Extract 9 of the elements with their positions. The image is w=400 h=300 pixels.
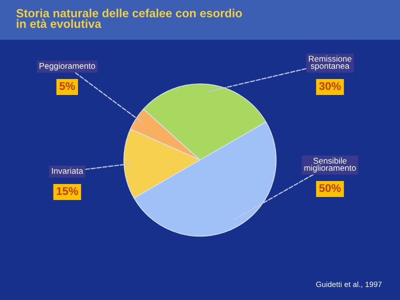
slice-label: Invariata [52, 168, 84, 174]
data-label: 5% [60, 82, 75, 90]
slice-label: Sensibile miglioramento [304, 158, 356, 172]
slice-label: Peggioramento [40, 62, 96, 70]
data-label: 15% [56, 187, 78, 195]
chart-title: Storia naturale delle cefalee con esordio in età evolutiva [16, 8, 242, 28]
data-label: 50% [319, 184, 341, 192]
data-label: 30% [319, 82, 341, 90]
slice-label: Remissione spontanea [308, 56, 352, 70]
